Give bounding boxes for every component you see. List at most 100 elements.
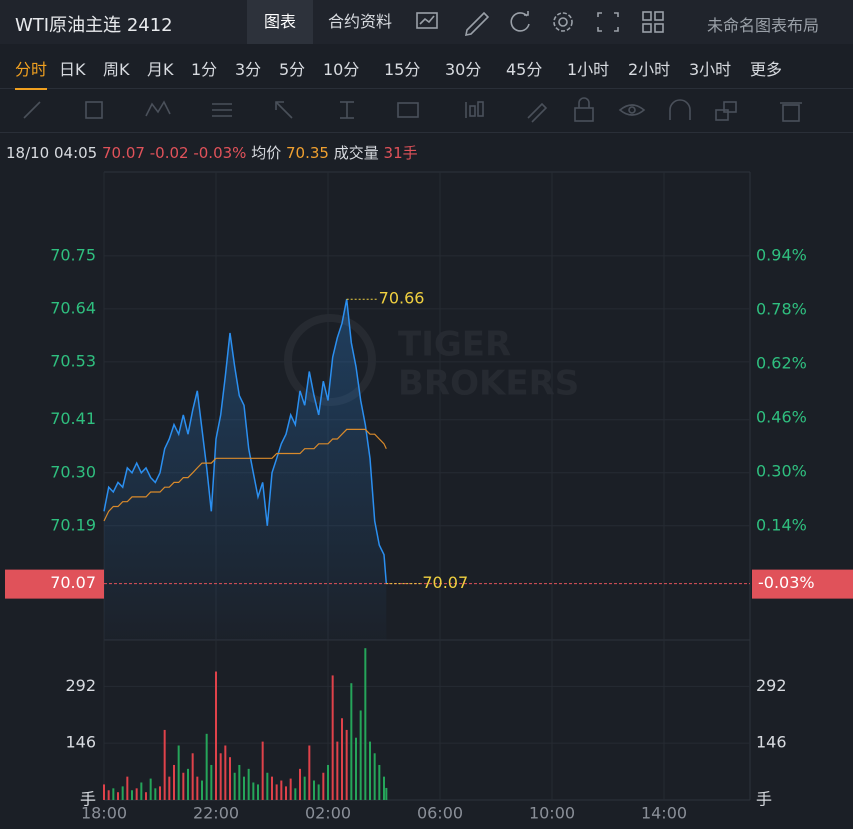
info-volume-label: 成交量 — [333, 144, 379, 162]
volume-bar — [219, 753, 222, 800]
x-tick-label: 22:00 — [193, 804, 239, 823]
timeframe[interactable]: 45分 — [506, 60, 543, 79]
last-price-box-label: 70.07 — [50, 573, 96, 592]
volume-bar — [355, 737, 357, 800]
x-tick-label: 10:00 — [529, 804, 575, 823]
volume-bar — [285, 786, 287, 800]
volume-bar — [210, 764, 213, 800]
info-price: 70.07 — [102, 144, 145, 162]
volume-bar — [117, 792, 119, 800]
volume-bar — [289, 778, 292, 800]
last-label: 70.07 — [422, 573, 468, 592]
timeframe[interactable]: 周K — [103, 60, 130, 79]
volume-bar — [103, 784, 105, 800]
info-bar: 18/10 04:05 70.07 -0.02 -0.03% 均价 70.35 … — [6, 142, 418, 163]
volume-tick-label: 146 — [756, 733, 787, 752]
volume-unit: 手 — [80, 790, 96, 809]
volume-bar — [196, 776, 199, 800]
volume-bar — [345, 729, 348, 800]
avg-line — [103, 428, 387, 522]
volume-bar — [359, 710, 362, 800]
watermark: TIGER — [398, 325, 511, 365]
volume-bar — [145, 792, 147, 800]
volume-bar — [224, 745, 227, 800]
last-price-box — [5, 569, 104, 599]
timeframe[interactable]: 10分 — [323, 60, 360, 79]
last-change-box-label: -0.03% — [758, 573, 815, 592]
tab[interactable]: 图表 — [247, 0, 313, 44]
volume-bar — [107, 790, 110, 800]
timeframe[interactable]: 月K — [147, 60, 174, 79]
drawing-toolbar — [0, 88, 853, 133]
timeframe[interactable]: 30分 — [445, 60, 482, 79]
volume-bar — [266, 772, 269, 800]
timeframe[interactable]: 5分 — [279, 60, 306, 79]
volume-bar — [383, 776, 385, 800]
y-tick-label: 70.75 — [50, 245, 96, 264]
volume-bar — [247, 768, 250, 800]
info-avg: 70.35 — [286, 144, 329, 162]
volume-bar — [341, 718, 343, 800]
timeframe[interactable]: 15分 — [384, 60, 421, 79]
volume-bar — [303, 776, 306, 800]
volume-bar — [331, 675, 334, 800]
top-bar: WTI原油主连 2412 图表 合约资料 未命名图表布局 — [0, 0, 853, 44]
volume-bar — [327, 764, 329, 800]
timeframe[interactable]: 分时 — [15, 56, 48, 90]
y-tick-label: 70.19 — [50, 515, 96, 534]
volume-bar — [243, 776, 245, 800]
info-change: -0.02 — [149, 144, 189, 162]
volume-bar — [378, 764, 381, 800]
drawing-icons[interactable] — [0, 88, 853, 132]
y-tick-label: 70.41 — [50, 409, 96, 428]
volume-bar — [168, 776, 171, 800]
volume-tick-label: 292 — [65, 676, 96, 695]
timeframe[interactable]: 日K — [59, 60, 86, 79]
volume-bar — [364, 648, 367, 800]
volume-bar — [308, 745, 311, 800]
price-line — [103, 299, 388, 584]
volume-bar — [257, 784, 259, 800]
timeframe[interactable]: 3小时 — [689, 60, 732, 79]
y2-tick-label: 0.78% — [756, 300, 807, 319]
x-tick-label: 06:00 — [417, 804, 463, 823]
layout-name[interactable]: 未命名图表布局 — [707, 16, 820, 35]
volume-bar — [159, 786, 161, 800]
instrument-title: WTI原油主连 2412 — [15, 15, 173, 36]
volume-bar — [177, 745, 180, 800]
y2-tick-label: 0.14% — [756, 515, 807, 534]
volume-bar — [238, 764, 241, 800]
last-change-box — [752, 569, 853, 599]
timeframe[interactable]: 2小时 — [628, 60, 671, 79]
timeframe[interactable]: 3分 — [235, 60, 262, 79]
toolbar-icons[interactable] — [410, 8, 680, 36]
volume-bar — [163, 729, 166, 800]
volume-bar — [373, 753, 376, 800]
volume-bar — [385, 787, 388, 800]
volume-bar — [149, 778, 152, 800]
volume-bar — [313, 780, 315, 800]
tab[interactable]: 合约资料 — [328, 12, 393, 31]
volume-bar — [280, 780, 283, 800]
timeframe[interactable]: 更多 — [750, 60, 783, 79]
timeframe[interactable]: 1小时 — [567, 60, 610, 79]
volume-bar — [233, 772, 236, 800]
volume-bar — [229, 757, 231, 800]
y2-tick-label: 0.62% — [756, 353, 807, 372]
volume-bar — [187, 768, 189, 800]
timeframe-bar: 分时 日K 周K 月K 1分 3分 5分 10分 15分 30分 45分 1小时 2小时 3小时 更多 — [0, 44, 853, 90]
volume-bar — [275, 784, 278, 800]
volume-bar — [173, 764, 175, 800]
x-tick-label: 02:00 — [305, 804, 351, 823]
high-label: 70.66 — [379, 289, 425, 308]
volume-bar — [140, 782, 143, 800]
y2-tick-label: 0.94% — [756, 246, 807, 265]
info-volume: 31手 — [383, 144, 418, 162]
volume-bar — [201, 780, 203, 800]
timeframe[interactable]: 1分 — [191, 60, 218, 79]
volume-tick-label: 146 — [65, 733, 96, 752]
volume-bar — [350, 683, 353, 800]
volume-bar — [294, 788, 297, 800]
